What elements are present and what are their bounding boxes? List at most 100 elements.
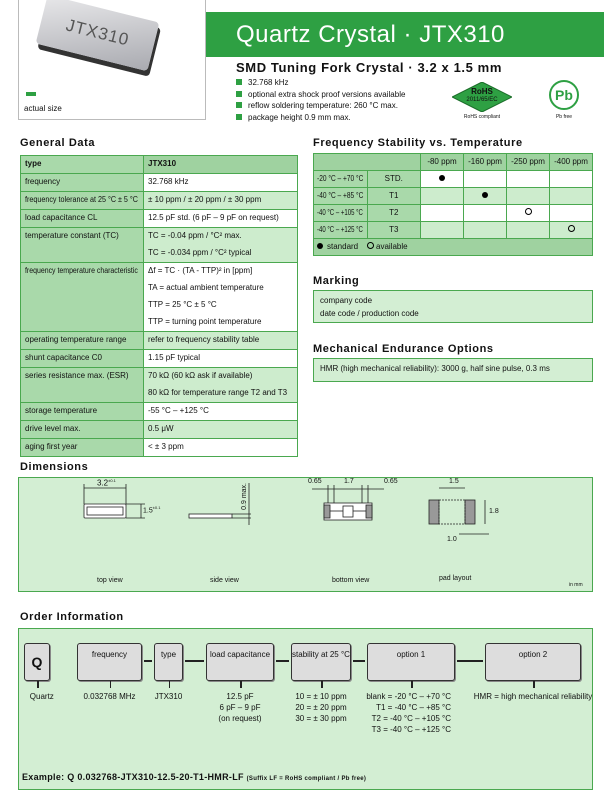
value-line: TTP = turning point temperature <box>148 314 293 331</box>
table-row: load capacitance CL 12.5 pF std. (6 pF – … <box>20 209 298 228</box>
order-value-line: (on request) <box>218 714 262 723</box>
order-value-line: T2 = -40 °C – +105 °C <box>371 714 451 723</box>
page-title: Quartz Crystal · JTX310 <box>206 12 604 57</box>
open-circle-icon <box>367 242 375 249</box>
row-label-text: aging first year <box>25 442 78 451</box>
bottom-dim-c: 0.65 <box>384 478 398 485</box>
value-text: refer to frequency stability table <box>148 335 260 344</box>
row-label: temperature constant (TC) <box>20 227 144 263</box>
pb-free-caption: Pb free <box>555 114 573 120</box>
stability-cell <box>463 204 507 222</box>
order-field-box: load capacitance <box>206 643 274 681</box>
open-circle-icon <box>524 208 532 215</box>
table-row: temperature constant (TC) TC = -0.04 ppm … <box>20 227 298 263</box>
row-label: frequency tolerance at 25 °C ± 5 °C <box>20 191 144 210</box>
value-line: JTX310 <box>148 157 293 173</box>
row-label: operating temperature range <box>20 331 144 350</box>
stability-heading: Frequency Stability vs. Temperature <box>313 137 523 149</box>
connector-tick <box>411 681 413 688</box>
row-label: storage temperature <box>20 402 144 421</box>
dimensions-heading: Dimensions <box>20 461 89 473</box>
value-text: 80 kΩ for temperature range T2 and T3 <box>148 388 288 397</box>
dimension-drawings <box>83 483 489 535</box>
filled-dot-icon <box>482 192 488 198</box>
feature-item: reflow soldering temperature: 260 °C max… <box>236 100 405 112</box>
row-label: aging first year <box>20 438 144 457</box>
connector-tick <box>168 681 170 688</box>
stability-cell <box>506 204 550 222</box>
value-line: < ± 3 ppm <box>148 440 293 456</box>
order-value-line: T3 = -40 °C – +125 °C <box>371 725 451 734</box>
mechanical-box: HMR (high mechanical reliability): 3000 … <box>313 358 593 382</box>
order-field-box: type <box>154 643 183 681</box>
value-text: TC = -0.04 ppm / °C² max. <box>148 231 242 240</box>
temp-range: -40 °C – +125 °C <box>313 221 368 239</box>
pad-height-label: 1.8 <box>489 508 499 515</box>
value-text: TTP = 25 °C ± 5 °C <box>148 300 217 309</box>
row-label: type <box>20 155 144 174</box>
order-field-values: 10 = ± 10 ppm 20 = ± 20 ppm 30 = ± 30 ppm <box>295 691 346 724</box>
rohs-text: RoHS <box>471 87 493 96</box>
table-row: drive level max. 0.5 μW <box>20 420 298 439</box>
row-value: 32.768 kHz <box>143 173 298 192</box>
table-row: type JTX310 <box>20 155 298 174</box>
stability-cell <box>420 187 464 205</box>
table-row: -40 °C – +125 °C T3 <box>313 221 593 239</box>
stability-cell <box>420 221 464 239</box>
table-row: frequency temperature characteristic Δf =… <box>20 262 298 332</box>
connector-dash <box>353 660 365 662</box>
order-field-box: stability at 25 °C <box>291 643 351 681</box>
value-text: ± 10 ppm / ± 20 ppm / ± 30 ppm <box>148 195 262 204</box>
table-row: -40 °C – +105 °C T2 <box>313 204 593 222</box>
temp-range: -40 °C – +85 °C <box>313 187 368 205</box>
order-field-values: JTX310 <box>155 691 183 702</box>
row-label: series resistance max. (ESR) <box>20 367 144 403</box>
marking-heading: Marking <box>313 275 360 287</box>
row-label: frequency <box>20 173 144 192</box>
side-height-label: 0.9 max. <box>241 483 248 510</box>
connector-tick <box>109 681 111 688</box>
value-line: 12.5 pF std. (6 pF – 9 pF on request) <box>148 211 293 227</box>
feature-list: 32.768 kHz optional extra shock proof ve… <box>236 77 405 123</box>
row-label-text: storage temperature <box>25 406 98 415</box>
order-value-line: 0.032768 MHz <box>83 692 136 701</box>
order-field-values: Quartz <box>30 691 54 702</box>
order-value-line: HMR = high mechanical reliability <box>473 692 593 701</box>
value-line: -55 °C – +125 °C <box>148 404 293 420</box>
value-text: < ± 3 ppm <box>148 442 184 451</box>
actual-size-marker <box>26 92 36 96</box>
stability-cell <box>506 170 550 188</box>
table-row: series resistance max. (ESR) 70 kΩ (60 kΩ… <box>20 367 298 403</box>
stability-cell <box>463 187 507 205</box>
order-value-line: T1 = -40 °C – +85 °C <box>376 703 451 712</box>
table-row: frequency tolerance at 25 °C ± 5 °C ± 10 … <box>20 191 298 210</box>
column-header: -80 ppm <box>420 153 464 171</box>
value-line: refer to frequency stability table <box>148 333 293 349</box>
marking-line: company code <box>320 296 373 305</box>
row-label-text: type <box>25 159 42 168</box>
row-label-text: series resistance max. (ESR) <box>25 371 129 380</box>
row-label-text: load capacitance CL <box>25 213 98 222</box>
stability-cell <box>549 221 593 239</box>
order-example: Example: Q 0.032768-JTX310-12.5-20-T1-HM… <box>22 772 367 782</box>
subtitle: SMD Tuning Fork Crystal · 3.2 x 1.5 mm <box>236 60 503 75</box>
table-row: shunt capacitance C0 1.15 pF typical <box>20 349 298 368</box>
pad-width-label: 1.5 <box>449 478 459 485</box>
view-label: pad layout <box>439 575 472 582</box>
general-data-heading: General Data <box>20 137 96 149</box>
order-value-line: blank = -20 °C – +70 °C <box>366 692 451 701</box>
row-label: frequency temperature characteristic <box>20 262 144 332</box>
row-value: TC = -0.04 ppm / °C² max. TC = -0.034 ppm… <box>143 227 298 263</box>
temp-code: STD. <box>366 170 421 188</box>
row-label: shunt capacitance C0 <box>20 349 144 368</box>
stability-cell <box>420 170 464 188</box>
feature-item: 32.768 kHz <box>236 77 405 89</box>
value-text: 32.768 kHz <box>148 177 189 186</box>
table-row: frequency 32.768 kHz <box>20 173 298 192</box>
stability-table: -80 ppm -160 ppm -250 ppm -400 ppm -20 °C – … <box>313 153 593 256</box>
value-line: TC = -0.034 ppm / °C² typical <box>148 245 293 262</box>
row-label-text: frequency temperature characteristic <box>25 266 138 275</box>
connector-tick <box>321 681 323 688</box>
temp-range: -40 °C – +105 °C <box>313 204 368 222</box>
top-width-label: 3.2±0.1 <box>97 478 116 488</box>
